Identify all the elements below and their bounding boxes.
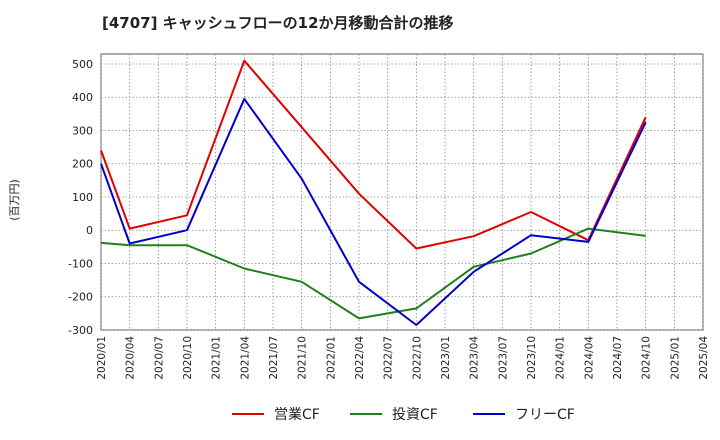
x-tick-label: 2020/07 [153, 336, 165, 380]
series-line-2 [100, 97, 647, 326]
y-tick-label: 0 [86, 224, 93, 237]
legend-label: フリーCF [515, 407, 575, 423]
x-tick-label: 2023/10 [526, 336, 538, 380]
x-tick-label: 2024/07 [612, 336, 624, 380]
series-line-0 [100, 59, 647, 250]
x-tick-label: 2022/07 [383, 336, 395, 380]
y-axis-ticks: -300 -200 -100 0 100 200 300 400 500 [68, 58, 93, 337]
x-tick-label: 2022/01 [325, 336, 337, 380]
series-line-1 [100, 227, 646, 320]
x-tick-label: 2021/04 [239, 336, 251, 380]
x-tick-label: 2024/01 [555, 336, 567, 380]
legend: 営業CF 投資CF フリーCF [232, 407, 575, 423]
y-tick-label: 500 [72, 58, 93, 71]
legend-label: 投資CF [392, 407, 438, 423]
y-tick-label: -300 [68, 324, 93, 337]
legend-label: 営業CF [274, 407, 320, 423]
x-tick-label: 2021/01 [211, 336, 223, 380]
y-tick-label: 400 [72, 91, 93, 104]
x-tick-label: 2024/04 [583, 336, 595, 380]
x-tick-label: 2023/07 [497, 336, 509, 380]
y-tick-label: 300 [72, 124, 93, 137]
y-tick-label: 100 [72, 191, 93, 204]
x-tick-label: 2020/10 [182, 336, 194, 380]
y-tick-label: -200 [68, 291, 93, 304]
x-tick-label: 2021/10 [297, 336, 309, 380]
x-tick-label: 2023/01 [440, 336, 452, 380]
x-tick-label: 2022/04 [354, 336, 366, 380]
x-tick-label: 2025/04 [698, 336, 710, 380]
series-lines [100, 59, 647, 326]
y-tick-label: 200 [72, 158, 93, 171]
y-axis-label: (百万円) [8, 179, 21, 221]
x-tick-label: 2020/01 [96, 336, 108, 380]
y-tick-label: -100 [68, 257, 93, 270]
chart-title: [4707] キャッシュフローの12か月移動合計の推移 [102, 14, 454, 32]
x-axis-ticks: 2020/01 2020/04 2020/07 2020/10 2021/01 2021/… [96, 336, 710, 380]
x-tick-label: 2023/04 [469, 336, 481, 380]
x-tick-label: 2022/10 [411, 336, 423, 380]
x-tick-label: 2024/10 [641, 336, 653, 380]
grid-lines [100, 54, 704, 331]
x-tick-label: 2025/01 [669, 336, 681, 380]
x-tick-label: 2021/07 [268, 336, 280, 380]
x-tick-label: 2020/04 [125, 336, 137, 380]
